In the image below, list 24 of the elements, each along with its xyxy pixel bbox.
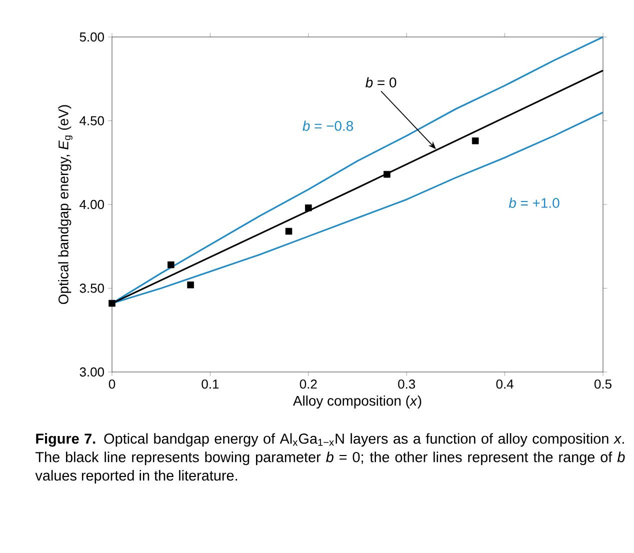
x-axis-title: Alloy composition (x) <box>292 396 422 409</box>
point <box>472 137 479 144</box>
x-tick-label: 0 <box>108 380 116 389</box>
x-tick-label: 0.3 <box>398 380 416 389</box>
annotation: b = +1.0 <box>508 198 560 208</box>
point <box>168 261 174 268</box>
y-tick-label: 3.50 <box>80 284 104 293</box>
point <box>187 281 194 288</box>
y-tick-label: 4.50 <box>80 116 104 126</box>
y-tick-label: 5.00 <box>80 32 104 42</box>
point <box>305 204 312 212</box>
point <box>285 228 292 235</box>
annotation: b = −0.8 <box>302 120 354 131</box>
y-tick-label: 4.00 <box>80 200 104 210</box>
x-tick-label: 0.1 <box>202 380 219 389</box>
y-tick-label: 3.00 <box>80 367 104 377</box>
annotation: b = 0 <box>366 77 396 88</box>
point <box>384 170 390 178</box>
x-tick-label: 0.2 <box>300 380 317 389</box>
x-tick-label: 0.5 <box>594 380 612 389</box>
y-axis-title: Optical bandgap energy, E$_{g}$ (eV) <box>58 105 72 304</box>
x-tick-label: 0.4 <box>496 380 514 389</box>
text: Figure 7. Optical bandgap energy of Al$_{x}$Ga$_{1−x}$N layers as a function of alloy composition x. The black line represents bowing parameter b = 0; the other lines represent the range of b values reported in the literature. <box>35 433 625 484</box>
point <box>108 300 116 307</box>
